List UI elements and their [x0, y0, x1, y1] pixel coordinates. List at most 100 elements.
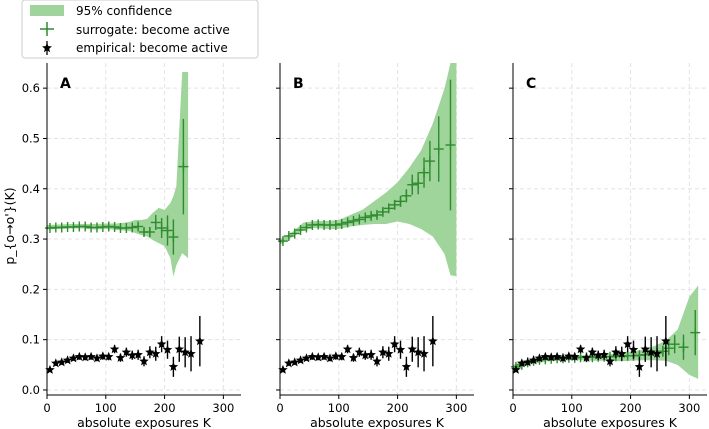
x-tick-label: 0: [509, 401, 516, 415]
empirical-marker: [640, 344, 651, 354]
empirical-marker: [628, 344, 639, 354]
surrogate-point: [424, 140, 435, 182]
empirical-point: [652, 336, 662, 372]
empirical-marker: [360, 350, 370, 360]
legend-label-empirical: empirical: become active: [76, 41, 228, 55]
empirical-point: [552, 351, 562, 361]
empirical-point: [180, 337, 190, 368]
legend-marker-empirical: [42, 41, 52, 55]
surrogate-point: [377, 206, 388, 217]
empirical-point: [98, 351, 108, 361]
empirical-marker: [295, 355, 306, 365]
empirical-marker: [652, 348, 662, 358]
empirical-marker: [661, 336, 671, 346]
empirical-point: [68, 353, 79, 363]
x-tick-label: 300: [445, 401, 467, 415]
x-tick-label: 100: [328, 401, 350, 415]
x-tick-label: 300: [678, 401, 700, 415]
empirical-point: [611, 346, 621, 359]
empirical-point: [593, 350, 603, 360]
empirical-point: [92, 353, 102, 363]
surrogate-point: [342, 217, 353, 228]
panel-a: 0 100 200 300 0.0 0.1 0.2 0.3 0.4 0.5 0.6 absolute …: [22, 63, 241, 429]
x-tick-label: 200: [387, 401, 409, 415]
empirical-marker: [372, 356, 382, 366]
surrogate-series: [44, 118, 189, 255]
empirical-point: [599, 349, 609, 360]
empirical-marker: [617, 348, 627, 358]
empirical-point: [121, 347, 132, 357]
x-tick-label: 200: [620, 401, 642, 415]
empirical-point: [145, 346, 155, 359]
empirical-marker: [511, 364, 521, 374]
empirical-point: [162, 340, 173, 359]
empirical-point: [284, 358, 294, 368]
x-tick-label: 300: [212, 401, 234, 415]
y-axis-label: p_{o→o'}(K): [2, 187, 17, 264]
empirical-point: [45, 364, 55, 374]
legend-frame: [21, 0, 259, 59]
empirical-point: [115, 352, 126, 362]
surrogate-point: [156, 217, 167, 239]
x-axis-label: absolute exposures K: [543, 415, 678, 429]
empirical-point: [389, 336, 400, 353]
surrogate-point: [383, 203, 394, 214]
surrogate-point: [354, 214, 365, 225]
empirical-marker: [307, 351, 318, 361]
empirical-point: [127, 350, 137, 360]
empirical-marker: [342, 344, 353, 354]
empirical-point: [522, 357, 533, 367]
empirical-point: [413, 337, 423, 368]
surrogate-point: [301, 222, 312, 233]
x-tick-label: 0: [43, 401, 50, 415]
empirical-marker: [301, 353, 312, 363]
empirical-marker: [611, 347, 621, 357]
empirical-marker: [86, 351, 96, 361]
empirical-point: [195, 316, 205, 367]
legend-marker-surrogate: [40, 22, 54, 36]
empirical-marker: [622, 339, 633, 349]
empirical-marker: [278, 364, 288, 374]
x-tick-label: 0: [276, 401, 283, 415]
empirical-point: [331, 351, 341, 361]
empirical-marker: [534, 353, 545, 363]
empirical-point: [581, 352, 592, 362]
empirical-marker: [319, 351, 329, 361]
empirical-marker: [313, 352, 323, 362]
empirical-point: [336, 351, 347, 361]
empirical-point: [528, 355, 539, 365]
empirical-marker: [581, 352, 592, 362]
surrogate-point: [445, 79, 456, 211]
empirical-marker: [80, 352, 90, 362]
empirical-point: [366, 349, 376, 360]
empirical-point: [354, 347, 365, 357]
surrogate-point: [295, 225, 306, 236]
empirical-marker: [569, 351, 580, 361]
empirical-point: [587, 347, 598, 357]
empirical-point: [401, 356, 412, 377]
empirical-point: [661, 316, 671, 367]
empirical-marker: [98, 351, 108, 361]
empirical-marker: [133, 349, 143, 359]
empirical-point: [395, 340, 406, 359]
legend-label-confidence: 95% confidence: [76, 4, 172, 18]
empirical-point: [103, 351, 114, 361]
empirical-marker: [407, 344, 418, 354]
surrogate-point: [168, 219, 179, 255]
empirical-series: [45, 316, 205, 377]
empirical-marker: [558, 353, 568, 363]
empirical-marker: [74, 351, 85, 361]
empirical-marker: [139, 356, 149, 366]
empirical-marker: [354, 347, 365, 357]
empirical-marker: [587, 347, 598, 357]
empirical-marker: [127, 350, 137, 360]
empirical-point: [289, 357, 300, 367]
y-tick-label: 0.5: [22, 131, 40, 145]
empirical-marker: [413, 347, 423, 357]
empirical-point: [156, 336, 167, 353]
empirical-point: [419, 336, 429, 372]
surrogate-point: [395, 195, 406, 207]
x-axis-label: absolute exposures K: [77, 415, 212, 429]
empirical-marker: [564, 351, 574, 361]
